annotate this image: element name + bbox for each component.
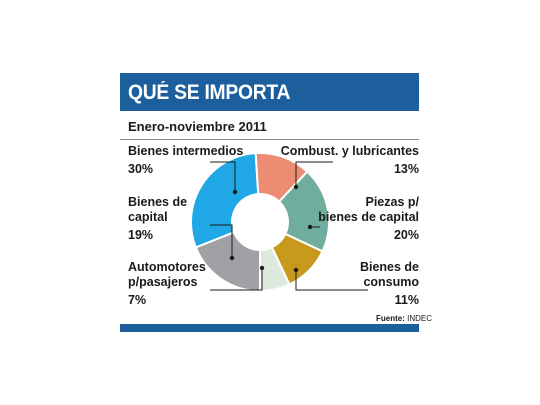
chart-title: QUÉ SE IMPORTA [128,81,291,104]
leader-dot-bienes-de-capital [229,255,235,261]
label-combust-value: 13% [393,162,419,176]
leader-dot-piezas [307,224,313,230]
leader-line-bienes-de-capital [210,224,233,258]
leader-line-automotores [210,268,263,291]
label-bienes-de-capital-value: 19% [128,228,154,242]
leader-line-bienes-intermedios [210,161,236,192]
label-automotores-line1: Automotores [128,260,206,274]
label-bienes-de-consumo-line1: Bienes de [359,260,419,274]
label-piezas-line2: bienes de capital [318,210,419,224]
source-label: Fuente: [376,314,405,323]
label-bienes-de-consumo-line2: consumo [363,275,419,289]
label-combust: Combust. y lubricantes 13% [281,144,419,177]
label-piezas: Piezas p/ bienes de capital 20% [318,195,419,243]
label-combust-name: Combust. y lubricantes [280,144,419,158]
label-bienes-intermedios-name: Bienes intermedios [128,144,244,158]
label-automotores-line2: p/pasajeros [128,275,198,289]
label-bienes-de-capital: Bienes de capital 19% [128,195,187,243]
label-piezas-value: 20% [393,228,419,242]
label-bienes-intermedios: Bienes intermedios 30% [128,144,243,177]
header-bar [120,73,419,111]
label-bienes-intermedios-value: 30% [128,162,154,176]
source-value: INDEC [407,314,433,323]
subtitle-divider [120,139,419,140]
chart-subtitle: Enero-noviembre 2011 [128,119,267,134]
label-bienes-de-consumo: Bienes de consumo 11% [360,260,419,308]
label-bienes-de-consumo-value: 11% [394,293,419,307]
leader-line-bienes-de-consumo [295,270,368,291]
leader-dot-automotores [259,265,265,271]
label-automotores: Automotores p/pasajeros 7% [128,260,206,308]
leader-dot-combust [293,184,299,190]
label-automotores-value: 7% [128,293,147,307]
slice-piezas [277,170,330,253]
source-note: Fuente: INDEC [376,314,432,323]
label-bienes-de-capital-line1: Bienes de [128,195,188,209]
slice-bienes-de-capital [194,231,261,293]
label-piezas-line1: Piezas p/ [365,195,420,209]
slice-bienes-intermedios [190,152,260,249]
leader-dot-bienes-de-consumo [293,267,299,273]
leader-line-combust [295,161,333,187]
leader-dot-bienes-intermedios [232,189,238,195]
label-bienes-de-capital-line2: capital [128,210,168,224]
footer-bar [120,324,419,332]
